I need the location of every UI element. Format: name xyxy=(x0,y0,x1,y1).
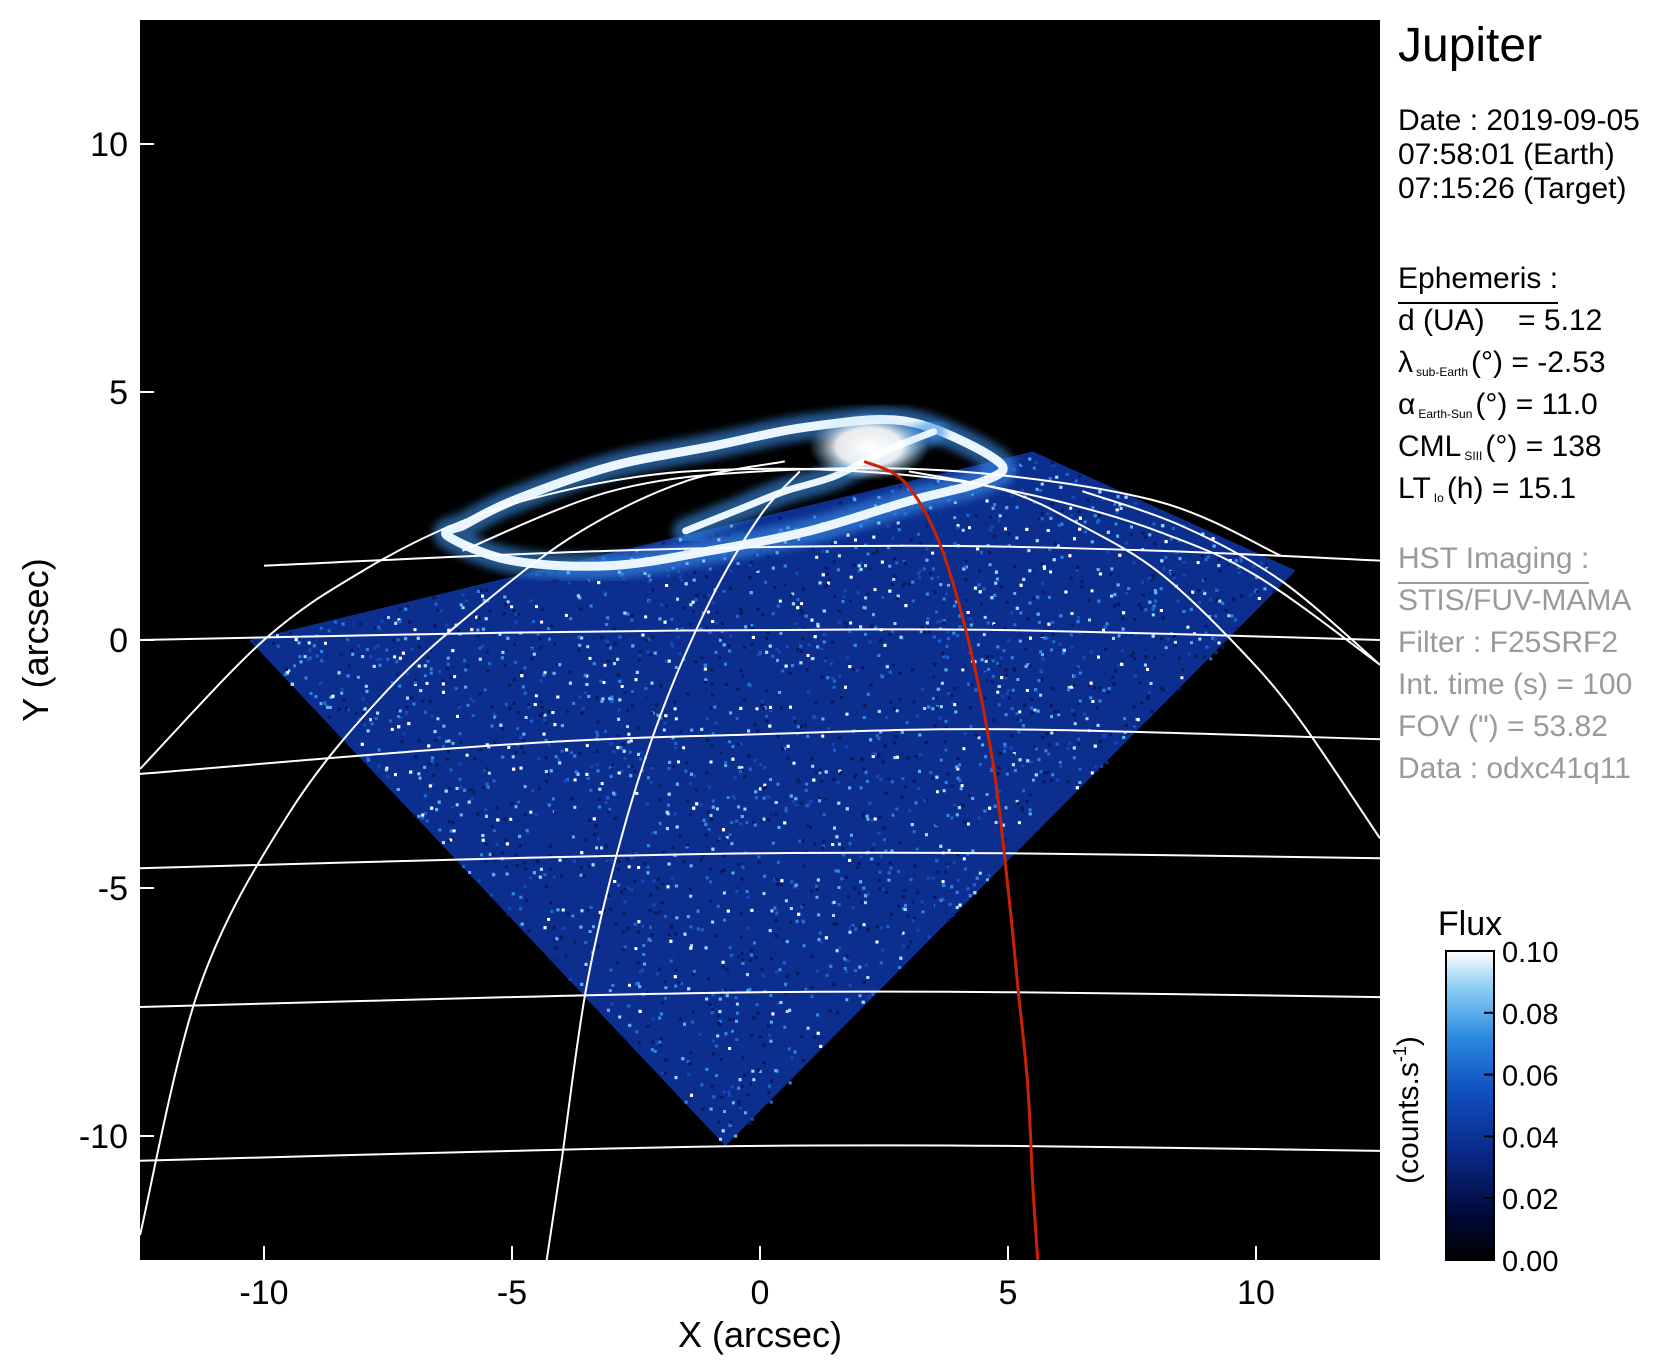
x-tick-label: 5 xyxy=(999,1274,1018,1312)
longitude-line xyxy=(1082,490,1380,666)
lt-value: = 15.1 xyxy=(1491,472,1577,505)
auroral-bright-spot xyxy=(809,412,930,481)
auroral-arc-core xyxy=(441,415,1008,571)
lambda-symbol: λ xyxy=(1398,346,1413,379)
longitude-line xyxy=(545,470,801,1260)
sub-earth-row: λ sub-Earth (°) = -2.53 xyxy=(1398,342,1606,384)
cml-row: CML SIII (°) = 138 xyxy=(1398,426,1606,468)
lt-io-row: LT Io (h) = 15.1 xyxy=(1398,468,1606,510)
x-tick-label: 0 xyxy=(751,1274,770,1312)
cml-subscript: SIII xyxy=(1464,449,1483,463)
date-block: Date : 2019-09-05 07:58:01 (Earth) 07:15… xyxy=(1398,104,1640,206)
earth-time: 07:58:01 (Earth) xyxy=(1398,138,1615,171)
colorbar-tick-label: 0.08 xyxy=(1502,999,1558,1031)
integration-time: Int. time (s) = 100 xyxy=(1398,668,1633,701)
colorbar-unit: (counts.s-1) xyxy=(1390,1036,1425,1184)
x-axis-label: X (arcsec) xyxy=(678,1314,842,1355)
colorbar: Flux 0.00 0.02 0.04 0.06 0.08 0.10 (counts.s-… xyxy=(1390,905,1558,1278)
sub-earth-unit: (°) xyxy=(1471,346,1504,379)
y-axis-label: Y (arcsec) xyxy=(15,558,56,721)
ephemeris-heading: Ephemeris : xyxy=(1398,258,1559,304)
detector-footprint xyxy=(249,451,1296,1146)
io-footprint-curve xyxy=(863,460,1040,1260)
latitude-line xyxy=(140,728,1380,775)
y-tick-label: -5 xyxy=(98,870,128,908)
x-axis: -10 -5 0 5 10 X (arcsec) xyxy=(239,1246,1275,1355)
instrument: STIS/FUV-MAMA xyxy=(1398,584,1632,617)
latitude-line xyxy=(140,1144,1380,1162)
x-tick-label: -5 xyxy=(497,1274,527,1312)
field-of-view: FOV (") = 53.82 xyxy=(1398,710,1608,743)
latitude-line xyxy=(140,628,1380,641)
alpha-symbol: α xyxy=(1398,388,1416,421)
y-tick-label: 5 xyxy=(109,374,128,412)
lt-unit: (h) xyxy=(1446,472,1484,505)
colorbar-tick-label: 0.02 xyxy=(1502,1184,1558,1216)
phase-angle-unit: (°) xyxy=(1475,388,1508,421)
phase-angle-subscript: Earth-Sun xyxy=(1418,407,1473,421)
cml-symbol: CML xyxy=(1398,430,1462,463)
longitude-line xyxy=(140,460,785,1236)
imaging-heading: HST Imaging : xyxy=(1398,538,1590,584)
distance-row: d (UA) = 5.12 xyxy=(1398,300,1606,342)
lt-subscript: Io xyxy=(1433,491,1444,505)
observation-date: Date : 2019-09-05 xyxy=(1398,104,1640,137)
colorbar-tick-label: 0.00 xyxy=(1502,1246,1558,1278)
distance-value: = 5.12 xyxy=(1518,304,1603,337)
x-tick-label: 10 xyxy=(1237,1274,1275,1312)
y-tick-label: -10 xyxy=(79,1118,128,1156)
data-id: Data : odxc41q11 xyxy=(1398,752,1631,785)
ephemeris-block: Ephemeris : d (UA) = 5.12 λ sub-Earth (°) … xyxy=(1398,258,1606,510)
filter: Filter : F25SRF2 xyxy=(1398,626,1619,659)
imaging-block: HST Imaging : STIS/FUV-MAMA Filter : F25… xyxy=(1398,538,1632,790)
colorbar-tick-label: 0.06 xyxy=(1502,1061,1558,1093)
planet-name: Jupiter xyxy=(1398,19,1543,72)
colorbar-gradient xyxy=(1445,950,1495,1261)
y-tick-label: 10 xyxy=(90,126,128,164)
target-time: 07:15:26 (Target) xyxy=(1398,172,1627,205)
y-axis: -10 -5 0 5 10 Y (arcsec) xyxy=(15,126,154,1156)
phase-angle-value: = 11.0 xyxy=(1515,388,1598,421)
x-tick-label: -10 xyxy=(239,1274,288,1312)
cml-unit: (°) xyxy=(1485,430,1518,463)
lt-symbol: LT xyxy=(1398,472,1431,505)
cml-value: = 138 xyxy=(1525,430,1602,463)
longitude-line xyxy=(908,470,1380,839)
colorbar-tick-label: 0.10 xyxy=(1502,937,1558,969)
colorbar-title: Flux xyxy=(1438,905,1502,943)
sub-earth-subscript: sub-Earth xyxy=(1416,365,1469,379)
colorbar-tick-label: 0.04 xyxy=(1502,1122,1558,1154)
latitude-line xyxy=(140,990,1380,1008)
longitude-line xyxy=(140,467,1380,770)
sub-earth-value: = -2.53 xyxy=(1511,346,1606,379)
plot-content xyxy=(140,406,1380,1260)
phase-angle-row: α Earth-Sun (°) = 11.0 xyxy=(1398,384,1606,426)
latitude-line xyxy=(462,467,1282,557)
latitude-line xyxy=(140,851,1380,870)
distance-label: d (UA) xyxy=(1398,304,1485,337)
y-tick-label: 0 xyxy=(109,622,128,660)
